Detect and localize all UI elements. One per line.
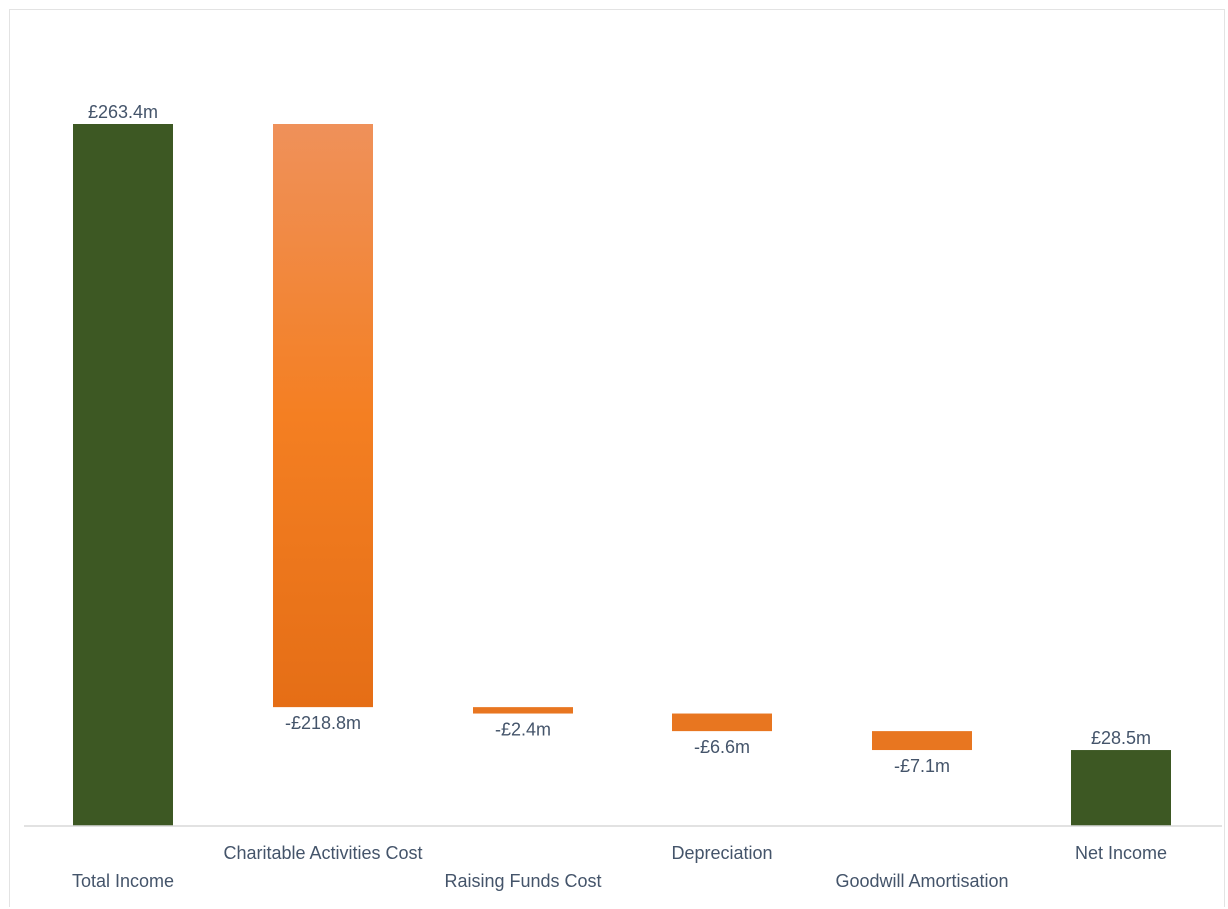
data-label-goodwill-amortisation: -£7.1m — [894, 756, 950, 776]
category-label-charitable-activities-cost: Charitable Activities Cost — [223, 843, 422, 863]
data-label-depreciation: -£6.6m — [694, 737, 750, 757]
category-label-goodwill-amortisation: Goodwill Amortisation — [835, 871, 1008, 891]
data-label-total-income: £263.4m — [88, 102, 158, 122]
bar-net-income — [1071, 750, 1171, 826]
bar-total-income — [73, 124, 173, 826]
bar-charitable-activities-cost — [273, 124, 373, 708]
data-label-net-income: £28.5m — [1091, 728, 1151, 748]
category-labels-layer: Total Income Charitable Activities Cost Ra… — [72, 843, 1167, 891]
category-label-depreciation: Depreciation — [671, 843, 772, 863]
bar-raising-funds-cost — [473, 707, 573, 714]
data-label-raising-funds-cost: -£2.4m — [495, 720, 551, 740]
category-label-raising-funds-cost: Raising Funds Cost — [444, 871, 601, 891]
data-labels-layer: £263.4m -£218.8m -£2.4m -£6.6m -£7.1m £28.5m — [88, 102, 1151, 776]
chart-frame — [9, 9, 1225, 907]
bars-layer — [73, 124, 1171, 826]
data-label-charitable-activities-cost: -£218.8m — [285, 713, 361, 733]
category-label-total-income: Total Income — [72, 871, 174, 891]
bar-goodwill-amortisation — [872, 731, 972, 751]
bar-depreciation — [672, 713, 772, 732]
category-label-net-income: Net Income — [1075, 843, 1167, 863]
